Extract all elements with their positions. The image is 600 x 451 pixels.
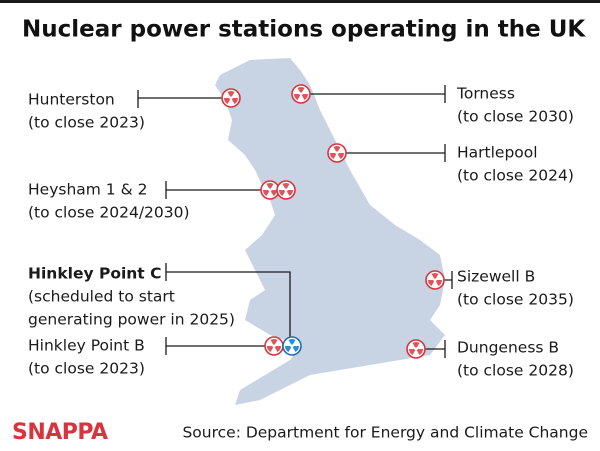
station-note: (to close 2023) xyxy=(28,114,145,132)
top-rule xyxy=(0,0,600,3)
title: Nuclear power stations operating in the … xyxy=(22,17,586,43)
station-name: Torness xyxy=(456,85,515,103)
map-gb xyxy=(215,58,445,405)
station-note: (to close 2024/2030) xyxy=(28,204,190,222)
station-name: Hunterston xyxy=(28,91,115,109)
station-note: (to close 2035) xyxy=(457,291,574,309)
station-name: Hinkley Point B xyxy=(28,337,145,355)
leader-lines xyxy=(137,85,453,358)
station-note: (to close 2030) xyxy=(457,108,574,126)
station-name: Sizewell B xyxy=(457,268,535,286)
station-note: (to close 2028) xyxy=(457,362,574,380)
station-name: Hartlepool xyxy=(457,144,538,162)
station-note: (to close 2023) xyxy=(28,360,145,378)
station-name: Hinkley Point C xyxy=(28,265,162,283)
station-name: Heysham 1 & 2 xyxy=(28,181,147,199)
station-note: (scheduled to start xyxy=(28,288,175,306)
source: Source: Department for Energy and Climat… xyxy=(182,424,588,442)
station-note: generating power in 2025) xyxy=(28,311,235,329)
station-note: (to close 2024) xyxy=(457,167,574,185)
station-name: Dungeness B xyxy=(457,339,559,357)
logo: SNAPPA xyxy=(12,420,108,445)
